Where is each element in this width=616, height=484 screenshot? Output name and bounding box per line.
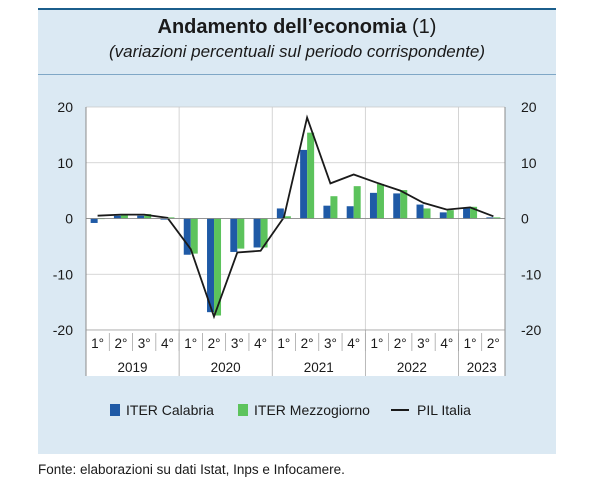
bar-iter-calabria [183,218,191,255]
bar-iter-mezzogiorno [144,214,152,219]
bar-iter-calabria [369,192,377,219]
bar-iter-mezzogiorno [493,217,501,219]
legend-swatch-iter-mezzogiorno [238,404,248,416]
y-tick-label-right: 0 [521,211,529,227]
bar-iter-calabria [276,208,284,219]
legend-label-iter-calabria: ITER Calabria [126,402,214,418]
x-year-label: 2022 [397,360,427,375]
y-tick-label-left: 20 [57,99,73,115]
bar-iter-calabria [300,149,308,219]
x-tick-label: 2° [394,336,407,351]
bar-iter-mezzogiorno [423,208,431,219]
bar-iter-calabria [230,218,238,252]
bar-iter-calabria [439,212,447,219]
x-year-label: 2019 [118,360,148,375]
bar-iter-calabria [416,204,424,219]
x-tick-label: 1° [464,336,477,351]
title-main: Andamento dell’economia [157,16,407,38]
bar-iter-calabria [486,217,494,219]
bar-iter-calabria [323,205,331,219]
bar-iter-calabria [113,215,121,219]
y-tick-label-left: 10 [57,155,73,171]
x-tick-label: 4° [161,336,174,351]
x-tick-label: 2° [208,336,221,351]
bar-iter-mezzogiorno [330,196,338,219]
x-tick-label: 1° [277,336,290,351]
bar-iter-calabria [160,218,168,220]
line-pil-italia [97,114,494,320]
bar-iter-mezzogiorno [400,190,408,219]
bar-iter-mezzogiorno [446,210,454,219]
bar-iter-mezzogiorno [260,218,268,248]
bar-iter-mezzogiorno [470,206,478,219]
title-note: (1) [412,16,437,38]
chart-subtitle: (variazioni percentuali sul periodo corr… [108,42,486,61]
y-tick-label-right: 20 [521,99,537,115]
bar-iter-calabria [253,218,261,248]
line-layer [97,114,494,320]
y-tick-label-right: -20 [521,322,541,338]
bar-iter-mezzogiorno [283,216,291,219]
bar-iter-calabria [207,218,215,313]
x-tick-label: 3° [138,336,151,351]
source-note: Fonte: elaborazioni su dati Istat, Inps … [38,462,345,477]
y-tick-label-left: 0 [65,211,73,227]
bar-iter-mezzogiorno [237,218,245,249]
bar-iter-calabria [346,206,354,219]
title-separator [38,74,556,75]
x-tick-label: 4° [254,336,267,351]
legend-label-iter-mezzogiorno: ITER Mezzogiorno [254,402,370,418]
legend-swatch-iter-calabria [110,404,120,416]
bar-iter-mezzogiorno [376,183,384,219]
x-tick-label: 2° [114,336,127,351]
bar-iter-mezzogiorno [167,217,175,219]
bar-iter-calabria [463,207,471,219]
x-tick-label: 3° [417,336,430,351]
y-tick-label-right: 10 [521,155,537,171]
bar-iter-mezzogiorno [190,218,198,254]
x-tick-label: 2° [301,336,314,351]
x-year-label: 2021 [304,360,334,375]
bars-layer [90,132,501,316]
x-tick-label: 4° [347,336,360,351]
y-tick-label-right: -10 [521,266,541,282]
x-tick-label: 1° [184,336,197,351]
y-tick-label-left: -10 [53,266,73,282]
x-year-label: 2020 [211,360,241,375]
bar-iter-mezzogiorno [353,186,361,219]
bar-iter-calabria [137,215,145,219]
x-tick-label: 2° [487,336,500,351]
x-tick-label: 1° [91,336,104,351]
bar-iter-mezzogiorno [214,218,222,316]
x-tick-label: 3° [231,336,244,351]
bar-iter-calabria [393,193,401,219]
chart-title: Andamento dell’economia (1) [38,16,556,39]
legend: ITER Calabria ITER Mezzogiorno PIL Italia [110,402,471,418]
bar-iter-mezzogiorno [307,132,315,219]
legend-label-pil-italia: PIL Italia [417,402,471,418]
x-tick-label: 1° [371,336,384,351]
x-year-label: 2023 [467,360,497,375]
bar-iter-calabria [90,218,98,223]
bar-iter-mezzogiorno [120,214,128,219]
y-tick-label-left: -20 [53,322,73,338]
x-tick-label: 3° [324,336,337,351]
x-tick-label: 4° [440,336,453,351]
